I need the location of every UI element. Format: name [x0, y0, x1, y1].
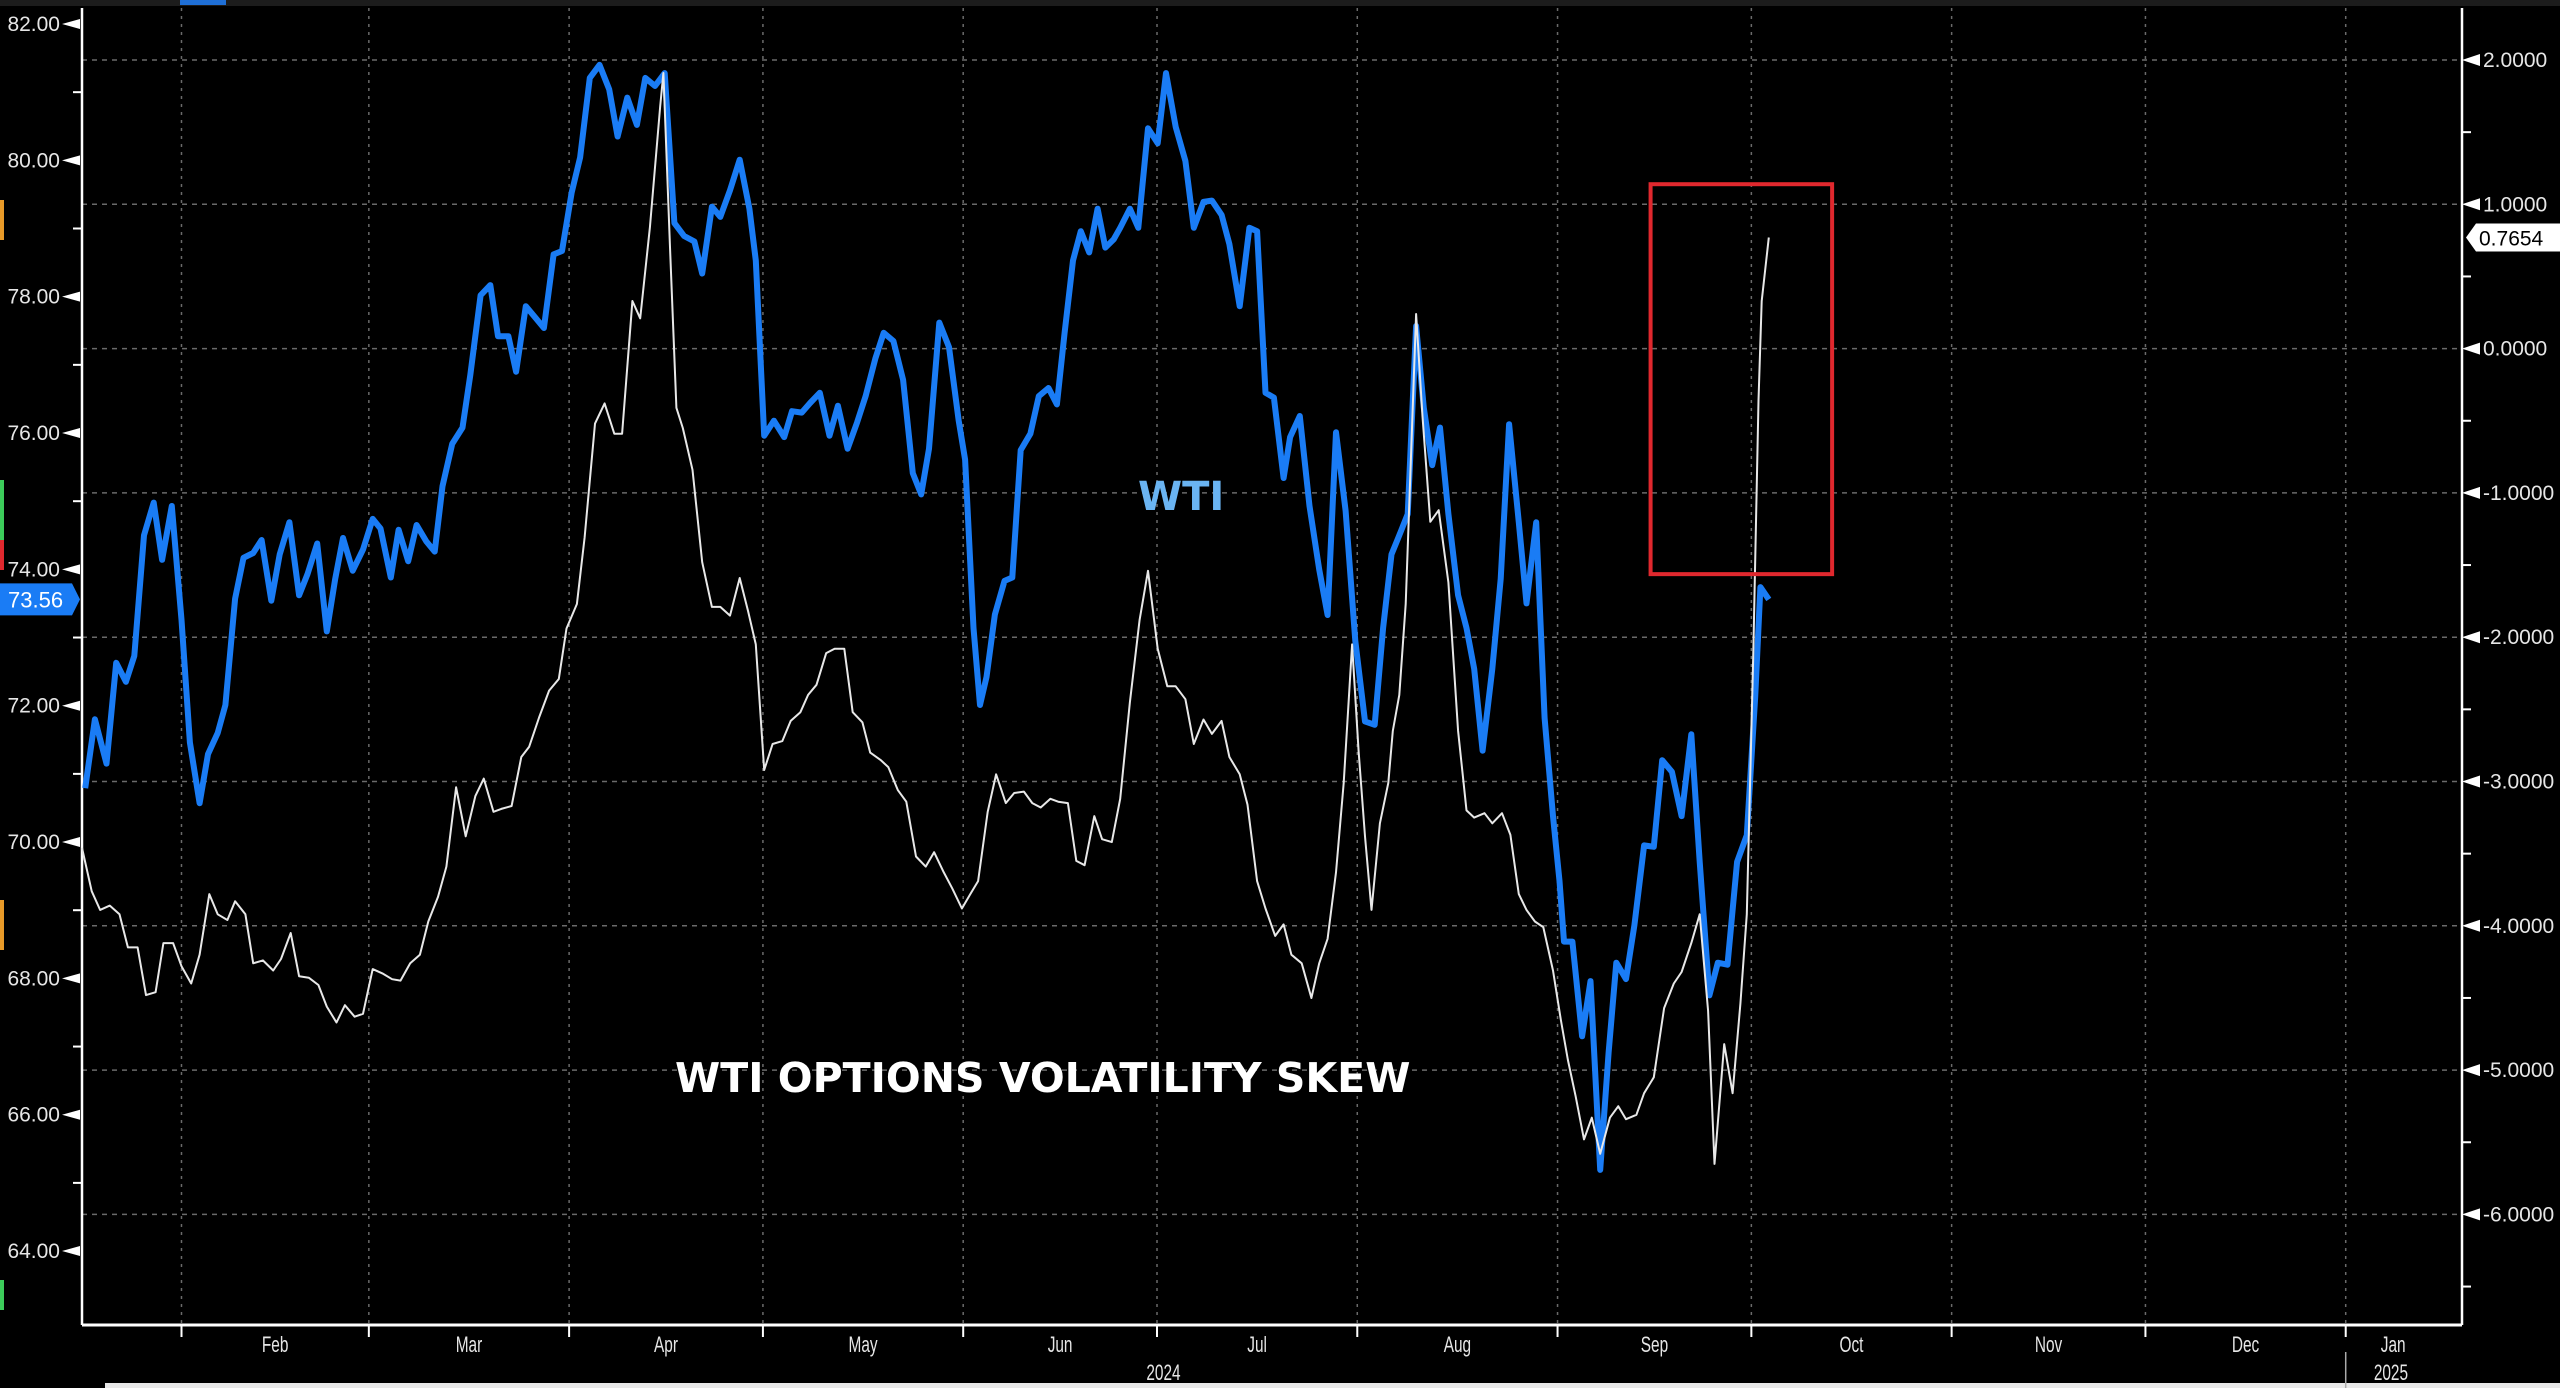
sidebar-color-marker	[0, 1280, 4, 1310]
right-tick-label: 0.0000	[2483, 338, 2547, 361]
right-tick-arrow	[2462, 54, 2480, 66]
sidebar-color-marker	[0, 900, 4, 950]
right-tick-arrow	[2462, 919, 2480, 932]
last-value-wti: 73.56	[8, 587, 63, 612]
right-tick-label: -4.0000	[2483, 915, 2554, 938]
x-tick-label: Nov	[2035, 1333, 2063, 1357]
left-tick-label: 80.00	[7, 149, 60, 172]
left-tick-label: 72.00	[7, 695, 60, 718]
sidebar-color-marker	[0, 540, 4, 570]
left-tick-arrow	[62, 564, 80, 575]
wti-series-label: WTI	[1138, 474, 1224, 520]
left-tick-arrow	[62, 1109, 80, 1120]
left-tick-label: 78.00	[7, 286, 60, 309]
year-label: 2024	[1146, 1361, 1180, 1385]
x-tick-label: May	[849, 1333, 878, 1357]
left-tick-label: 68.00	[7, 967, 60, 990]
wti-price-line	[82, 61, 1772, 1173]
left-tick-arrow	[62, 1246, 80, 1257]
x-tick-label: Aug	[1444, 1333, 1471, 1357]
sidebar-color-marker	[0, 480, 4, 540]
right-tick-label: 2.0000	[2483, 49, 2547, 72]
last-value-tag-right	[2466, 223, 2560, 252]
left-tick-arrow	[62, 973, 80, 984]
bottom-scrollbar[interactable]	[105, 1383, 2560, 1388]
x-tick-label: Feb	[262, 1333, 289, 1357]
sidebar-color-marker	[0, 200, 4, 240]
right-tick-arrow	[2462, 486, 2480, 499]
right-tick-arrow	[2462, 1208, 2480, 1221]
last-value-skew: 0.7654	[2479, 227, 2544, 250]
right-tick-label: -1.0000	[2483, 482, 2554, 505]
x-tick-label: Dec	[2232, 1333, 2259, 1357]
x-tick-label: Mar	[456, 1333, 482, 1357]
right-tick-arrow	[2462, 775, 2480, 788]
axes: 2.0000 1.0000 0.0000 -1.0000 -2.0000 -3.0000 -…	[0, 8, 2560, 1388]
right-tick-label: -5.0000	[2483, 1059, 2554, 1082]
x-tick-label: Jul	[1247, 1333, 1267, 1357]
window-top-strip	[0, 0, 2560, 6]
right-tick-label: -6.0000	[2483, 1203, 2554, 1226]
last-value-tag-left	[0, 583, 80, 616]
left-tick-label: 66.00	[7, 1104, 60, 1127]
left-tick-arrow	[62, 700, 80, 711]
series-lines	[81, 61, 1772, 1173]
right-tick-arrow	[2462, 631, 2480, 644]
x-tick-label: Oct	[1840, 1333, 1865, 1357]
left-tick-label: 76.00	[7, 422, 60, 445]
active-tab-indicator[interactable]	[180, 0, 226, 5]
left-tick-label: 70.00	[7, 831, 60, 854]
year-label: 2025	[2374, 1361, 2408, 1385]
x-tick-label: Jun	[1048, 1333, 1073, 1357]
left-tick-arrow	[62, 837, 80, 848]
grid-lines	[82, 8, 2462, 1325]
left-tick-label: 82.00	[7, 13, 60, 36]
x-tick-label: Jan	[2381, 1333, 2406, 1357]
annotations: WTI WTI OPTIONS VOLATILITY SKEW	[675, 182, 1835, 1102]
left-tick-label: 74.00	[7, 558, 60, 581]
right-tick-arrow	[2462, 1064, 2480, 1077]
highlight-box	[1648, 182, 1835, 577]
right-tick-arrow	[2462, 198, 2480, 211]
x-tick-label: Sep	[1641, 1333, 1668, 1357]
left-tick-arrow	[62, 155, 80, 166]
right-tick-arrow	[2462, 342, 2480, 355]
left-tick-arrow	[62, 291, 80, 302]
x-tick-label: Apr	[654, 1333, 678, 1357]
left-tick-arrow	[62, 428, 80, 439]
left-tick-arrow	[62, 19, 80, 29]
right-tick-label: 1.0000	[2483, 193, 2547, 216]
skew-series-label: WTI OPTIONS VOLATILITY SKEW	[675, 1054, 1410, 1102]
right-tick-label: -3.0000	[2483, 771, 2554, 794]
skew-line	[81, 72, 1770, 1165]
right-tick-label: -2.0000	[2483, 626, 2554, 649]
left-tick-label: 64.00	[7, 1240, 60, 1263]
